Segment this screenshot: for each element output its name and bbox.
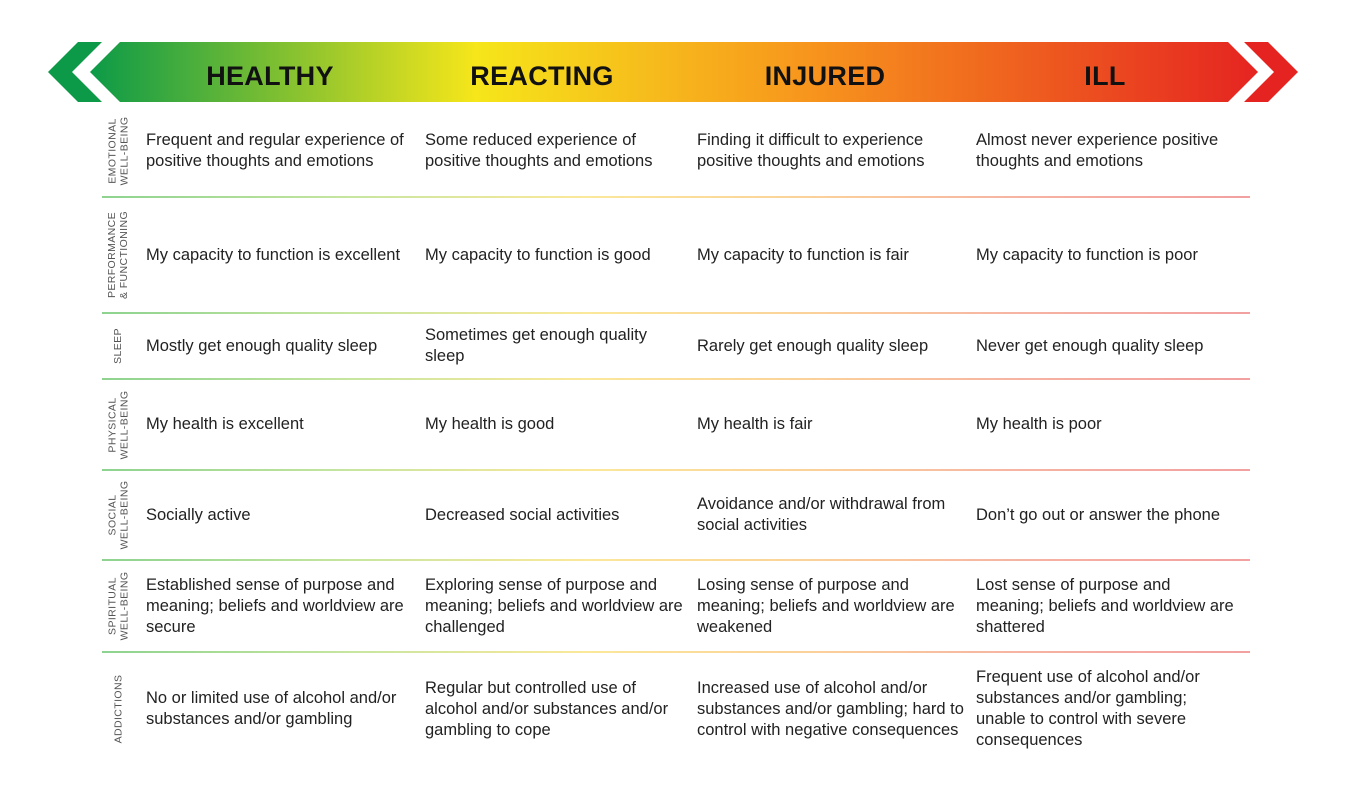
cell-sleep-ill: Never get enough quality sleep <box>976 336 1204 355</box>
cell-social-wellbeing-ill: Don’t go out or answer the phone <box>976 505 1220 524</box>
right-chevron-icon <box>1244 42 1298 102</box>
cell-performance-functioning-injured: My capacity to function is fair <box>697 245 909 264</box>
gradient-band <box>90 42 1258 102</box>
cell-spiritual-wellbeing-healthy: Established sense of purpose and meaning… <box>146 575 404 636</box>
continuum-banner <box>48 42 1298 102</box>
row-label-spiritual-wellbeing: SPIRITUAL WELL-BEING <box>106 571 131 641</box>
cell-sleep-healthy: Mostly get enough quality sleep <box>146 336 378 355</box>
row-divider <box>102 469 1250 471</box>
cell-physical-wellbeing-reacting: My health is good <box>425 415 555 433</box>
cell-emotional-wellbeing-healthy: Frequent and regular experience of posit… <box>146 131 404 170</box>
cell-physical-wellbeing-ill: My health is poor <box>976 415 1102 433</box>
cell-addictions-injured: Increased use of alcohol and/or substanc… <box>697 678 964 739</box>
row-divider <box>102 378 1250 380</box>
row-label-addictions: ADDICTIONS <box>112 674 125 744</box>
cell-performance-functioning-reacting: My capacity to function is good <box>425 245 651 264</box>
cell-addictions-ill: Frequent use of alcohol and/or substance… <box>976 668 1200 749</box>
cell-social-wellbeing-injured: Avoidance and/or withdrawal from social … <box>697 495 946 534</box>
cell-social-wellbeing-reacting: Decreased social activities <box>425 505 620 524</box>
cell-social-wellbeing-healthy: Socially active <box>146 505 251 524</box>
cell-performance-functioning-healthy: My capacity to function is excellent <box>146 245 401 264</box>
left-chevron-icon <box>48 42 102 102</box>
cell-physical-wellbeing-healthy: My health is excellent <box>146 415 304 433</box>
row-label-emotional-wellbeing: EMOTIONAL WELL-BEING <box>106 116 131 186</box>
stage-label-reacting: REACTING <box>470 60 614 91</box>
row-label-performance-functioning: PERFORMANCE & FUNCTIONING <box>106 210 130 300</box>
stage-label-injured: INJURED <box>764 60 886 91</box>
cell-physical-wellbeing-injured: My health is fair <box>697 415 813 433</box>
cell-performance-functioning-ill: My capacity to function is poor <box>976 245 1198 264</box>
cell-emotional-wellbeing-reacting: Some reduced experience of positive thou… <box>425 131 653 170</box>
row-label-physical-wellbeing: PHYSICAL WELL-BEING <box>106 390 131 459</box>
row-label-social-wellbeing: SOCIAL WELL-BEING <box>106 480 131 550</box>
row-divider <box>102 312 1250 314</box>
row-label-sleep: SLEEP <box>111 328 124 364</box>
cell-emotional-wellbeing-injured: Finding it difficult to experience posit… <box>697 131 925 170</box>
cell-spiritual-wellbeing-reacting: Exploring sense of purpose and meaning; … <box>425 575 683 636</box>
stage-label-ill: ILL <box>1084 60 1126 91</box>
stage-label-healthy: HEALTHY <box>206 60 334 91</box>
cell-sleep-reacting: Sometimes get enough quality sleep <box>425 326 647 365</box>
cell-spiritual-wellbeing-injured: Losing sense of purpose and meaning; bel… <box>697 575 955 636</box>
cell-emotional-wellbeing-ill: Almost never experience positive thought… <box>976 131 1219 170</box>
row-divider <box>102 196 1250 198</box>
cell-addictions-reacting: Regular but controlled use of alcohol an… <box>425 678 669 739</box>
cell-sleep-injured: Rarely get enough quality sleep <box>697 336 929 355</box>
cell-addictions-healthy: No or limited use of alcohol and/or subs… <box>146 689 397 728</box>
row-divider <box>102 559 1250 561</box>
row-divider <box>102 651 1250 653</box>
cell-spiritual-wellbeing-ill: Lost sense of purpose and meaning; belie… <box>976 575 1234 636</box>
